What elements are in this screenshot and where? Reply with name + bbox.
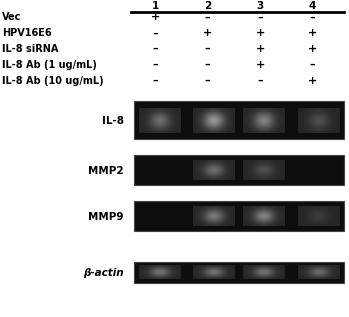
Bar (134, 201, 344, 231)
Text: +: + (151, 12, 160, 23)
Text: –: – (153, 28, 158, 38)
Text: –: – (257, 76, 263, 86)
Text: 3: 3 (257, 1, 263, 11)
Text: IL-8 Ab (1 ug/mL): IL-8 Ab (1 ug/mL) (2, 60, 97, 70)
Text: Vec: Vec (2, 12, 21, 23)
Text: 2: 2 (204, 1, 211, 11)
Text: +: + (203, 28, 212, 38)
Text: +: + (308, 28, 317, 38)
Text: +: + (255, 60, 265, 70)
Text: MMP9: MMP9 (88, 212, 124, 222)
Text: +: + (255, 28, 265, 38)
Bar (134, 155, 344, 185)
Text: +: + (308, 76, 317, 86)
Text: IL-8: IL-8 (102, 116, 124, 126)
Text: –: – (205, 76, 210, 86)
Bar (134, 262, 344, 283)
Text: β-actin: β-actin (83, 268, 124, 278)
Bar (134, 101, 344, 139)
Text: +: + (308, 44, 317, 54)
Text: 4: 4 (309, 1, 316, 11)
Text: –: – (205, 44, 210, 54)
Text: –: – (310, 12, 315, 23)
Text: 1: 1 (152, 1, 159, 11)
Text: –: – (205, 60, 210, 70)
Text: IL-8 Ab (10 ug/mL): IL-8 Ab (10 ug/mL) (2, 76, 103, 86)
Text: MMP2: MMP2 (88, 166, 124, 176)
Text: –: – (153, 44, 158, 54)
Text: –: – (205, 12, 210, 23)
Text: –: – (153, 76, 158, 86)
Text: IL-8 siRNA: IL-8 siRNA (2, 44, 58, 54)
Text: +: + (255, 44, 265, 54)
Text: HPV16E6: HPV16E6 (2, 28, 51, 38)
Text: –: – (153, 60, 158, 70)
Text: –: – (310, 60, 315, 70)
Text: –: – (257, 12, 263, 23)
